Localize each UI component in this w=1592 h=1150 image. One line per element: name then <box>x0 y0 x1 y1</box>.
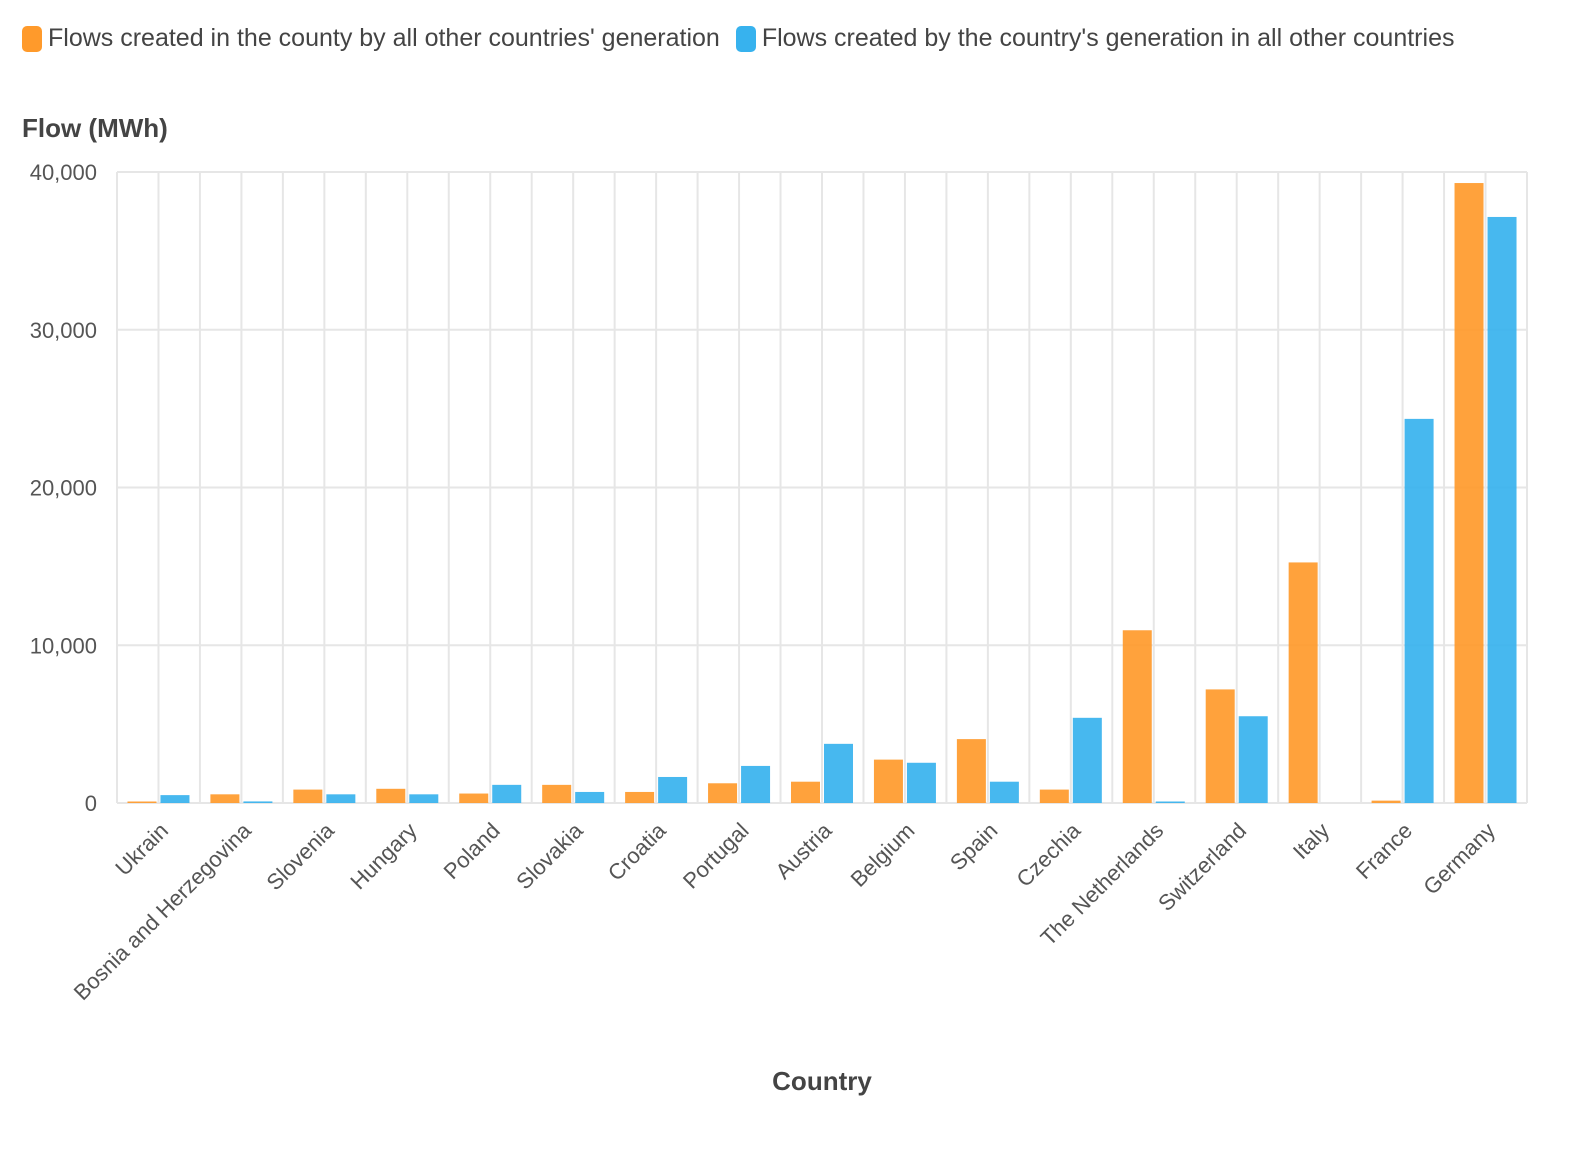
legend-swatch-orange <box>22 25 42 52</box>
x-tick-label: Portugal <box>678 818 754 894</box>
legend-swatch-blue <box>735 25 756 52</box>
x-tick-label: Slovenia <box>262 817 340 895</box>
bars <box>127 183 1517 804</box>
bar-outflow-portugal[interactable] <box>741 765 771 803</box>
x-tick-label: Slovakia <box>511 817 588 894</box>
y-tick-label: 40,000 <box>30 160 97 185</box>
x-tick-label: Spain <box>945 818 1002 875</box>
bar-inflow-france[interactable] <box>1371 800 1401 803</box>
bar-outflow-ukrain[interactable] <box>160 795 190 803</box>
bar-inflow-spain[interactable] <box>956 739 986 803</box>
legend: Flows created in the county by all other… <box>22 24 1454 53</box>
bar-outflow-belgium[interactable] <box>906 762 936 803</box>
bar-outflow-poland[interactable] <box>492 784 522 803</box>
y-axis-title: Flow (MWh) <box>22 113 168 143</box>
x-tick-label: Belgium <box>846 818 920 892</box>
x-tick-label: Poland <box>439 818 505 884</box>
x-tick-label: Croatia <box>603 817 671 885</box>
x-tick-label: Italy <box>1288 818 1334 864</box>
bar-outflow-slovakia[interactable] <box>575 791 605 803</box>
legend-item-inflows[interactable]: Flows created in the county by all other… <box>22 24 720 53</box>
bar-outflow-croatia[interactable] <box>658 776 688 803</box>
bar-outflow-hungary[interactable] <box>409 794 439 803</box>
bar-inflow-the-netherlands[interactable] <box>1122 630 1152 803</box>
bar-inflow-czechia[interactable] <box>1039 789 1069 803</box>
bar-inflow-belgium[interactable] <box>873 759 903 803</box>
y-tick-label: 0 <box>85 791 97 816</box>
bar-outflow-france[interactable] <box>1404 418 1434 803</box>
bar-outflow-bosnia-and-herzegovina[interactable] <box>243 801 273 803</box>
y-tick-label: 30,000 <box>30 318 97 343</box>
bar-outflow-austria[interactable] <box>824 743 853 803</box>
bar-inflow-slovakia[interactable] <box>542 784 572 803</box>
bar-inflow-hungary[interactable] <box>376 788 406 803</box>
bar-outflow-czechia[interactable] <box>1072 717 1102 803</box>
legend-item-outflows[interactable]: Flows created by the country's generatio… <box>735 24 1455 53</box>
bar-inflow-portugal[interactable] <box>708 783 738 803</box>
legend-label-inflows: Flows created in the county by all other… <box>48 24 720 52</box>
bar-inflow-bosnia-and-herzegovina[interactable] <box>210 794 240 803</box>
bar-outflow-the-netherlands[interactable] <box>1155 801 1185 804</box>
bar-inflow-slovenia[interactable] <box>293 789 323 803</box>
x-tick-label: Hungary <box>345 818 421 894</box>
bar-outflow-switzerland[interactable] <box>1238 716 1268 803</box>
x-tick-label: Ukrain <box>110 818 173 881</box>
bar-inflow-italy[interactable] <box>1288 562 1318 803</box>
y-tick-label: 10,000 <box>30 633 97 658</box>
bar-inflow-poland[interactable] <box>459 793 489 803</box>
bar-inflow-croatia[interactable] <box>625 791 655 803</box>
bar-outflow-germany[interactable] <box>1487 216 1517 804</box>
y-tick-label: 20,000 <box>30 476 97 501</box>
x-tick-label: Germany <box>1418 818 1500 900</box>
x-tick-label: Austria <box>770 817 837 884</box>
legend-label-outflows: Flows created by the country's generatio… <box>761 24 1455 52</box>
x-axis-title: Country <box>772 1066 872 1096</box>
bar-inflow-germany[interactable] <box>1454 183 1484 804</box>
bar-inflow-ukrain[interactable] <box>127 801 157 804</box>
bar-outflow-slovenia[interactable] <box>326 794 356 803</box>
x-tick-label: Switzerland <box>1153 818 1251 916</box>
bar-inflow-austria[interactable] <box>791 781 820 803</box>
bar-inflow-switzerland[interactable] <box>1205 689 1235 803</box>
x-tick-label: Czechia <box>1011 817 1085 891</box>
x-tick-label: France <box>1351 818 1417 884</box>
bar-outflow-spain[interactable] <box>989 781 1019 803</box>
